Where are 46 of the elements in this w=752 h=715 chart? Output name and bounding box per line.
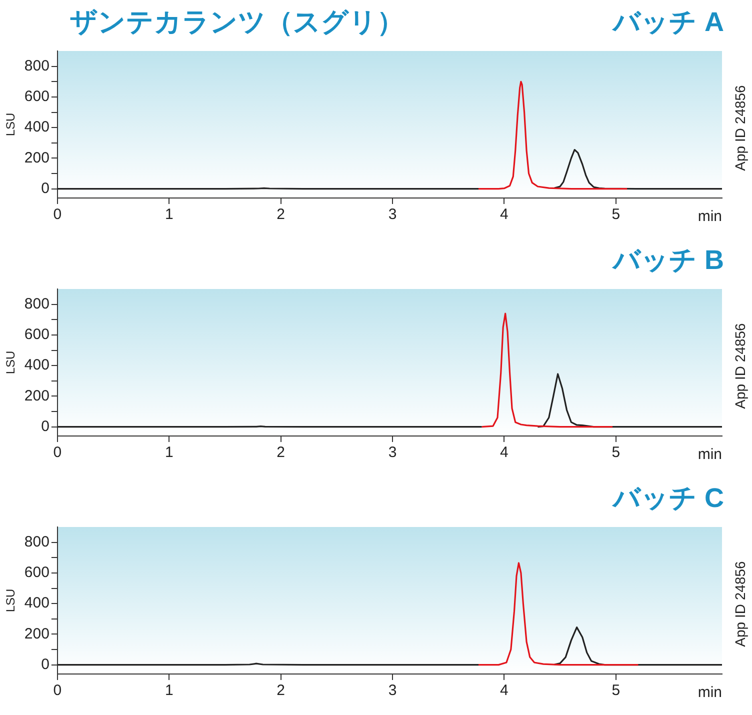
y-axis-title: LSU (4, 588, 18, 612)
x-axis-title: min (698, 684, 722, 702)
x-tick-label: 2 (276, 206, 285, 224)
y-tick-label: 200 (24, 625, 50, 642)
x-tick-label: 0 (53, 682, 62, 700)
x-tick-label: 3 (388, 682, 397, 700)
x-tick-label: 4 (500, 682, 508, 700)
x-tick-label: 4 (500, 444, 508, 462)
text: App ID 24856 (732, 322, 748, 408)
text: App ID 24856 (732, 560, 748, 646)
y-tick-label: 0 (41, 180, 50, 197)
x-tick-label: 2 (276, 682, 285, 700)
x-tick-label: 0 (53, 206, 62, 224)
y-tick-label: 0 (41, 418, 50, 435)
y-tick-label: 600 (24, 564, 50, 582)
x-tick-label: 1 (164, 206, 174, 224)
y-tick-label: 200 (24, 149, 50, 166)
chart-title: バッチ B (613, 244, 724, 277)
y-tick-label: 400 (24, 594, 50, 612)
text: App ID 24856 (732, 84, 748, 170)
y-axis-title: LSU (4, 350, 18, 374)
chart-title: ザンテカランツ（スグリ） (70, 6, 404, 39)
y-tick-label: 400 (24, 118, 50, 136)
y-tick-label: 600 (24, 88, 50, 106)
x-tick-label: 0 (53, 444, 62, 462)
y-tick-label: 600 (24, 326, 50, 344)
x-tick-label: 5 (612, 682, 620, 700)
x-axis-title: min (698, 446, 722, 464)
y-tick-label: 800 (24, 57, 50, 74)
chart-subtitle: バッチ A (613, 6, 724, 39)
x-tick-label: 1 (164, 682, 174, 700)
x-tick-label: 4 (500, 206, 508, 224)
x-axis-title: min (698, 208, 722, 226)
y-tick-label: 400 (24, 356, 50, 374)
y-tick-label: 200 (24, 387, 50, 404)
chart-title: バッチ C (613, 482, 724, 515)
y-axis-title: LSU (4, 112, 18, 136)
y-tick-label: 0 (41, 656, 50, 673)
x-tick-label: 5 (612, 444, 620, 462)
y-tick-label: 800 (24, 295, 50, 312)
x-tick-label: 5 (612, 206, 620, 224)
y-tick-label: 800 (24, 533, 50, 550)
x-tick-label: 3 (388, 444, 397, 462)
x-tick-label: 2 (276, 444, 285, 462)
x-tick-label: 3 (388, 206, 397, 224)
x-tick-label: 1 (164, 444, 174, 462)
